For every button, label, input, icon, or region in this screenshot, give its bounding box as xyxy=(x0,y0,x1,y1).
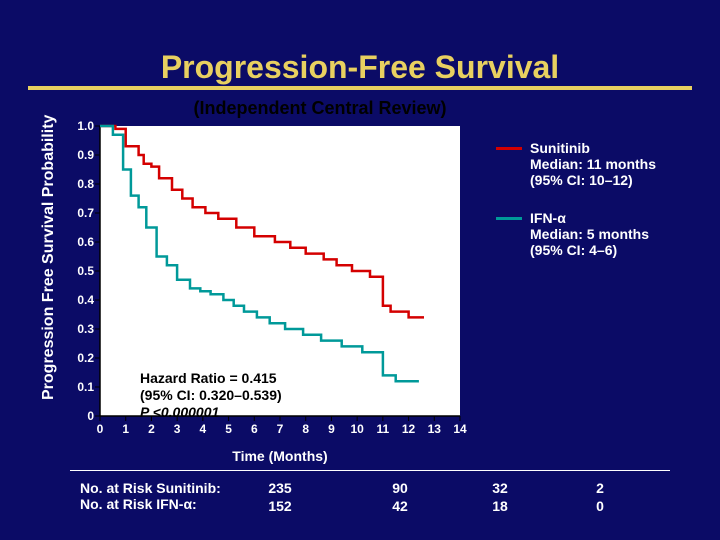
hr-line-1: Hazard Ratio = 0.415 xyxy=(140,370,282,387)
risk-value: 0 xyxy=(596,498,604,514)
y-tick-label: 0.1 xyxy=(64,380,94,394)
y-tick-label: 0.4 xyxy=(64,293,94,307)
x-tick-label: 6 xyxy=(251,422,258,436)
risk-value: 2 xyxy=(596,480,604,496)
legend-ifn: IFN-α Median: 5 months (95% CI: 4–6) xyxy=(530,210,649,258)
legend-line: Sunitinib xyxy=(530,140,656,156)
legend-sunitinib: Sunitinib Median: 11 months (95% CI: 10–… xyxy=(530,140,656,188)
y-tick-label: 0.3 xyxy=(64,322,94,336)
x-tick-label: 9 xyxy=(328,422,335,436)
risk-value: 152 xyxy=(268,498,291,514)
legend-swatch-sunitinib xyxy=(496,147,522,150)
x-tick-label: 14 xyxy=(453,422,466,436)
legend-line: (95% CI: 4–6) xyxy=(530,242,649,258)
x-axis-label: Time (Months) xyxy=(232,448,327,464)
risk-value: 42 xyxy=(392,498,408,514)
risk-label-ifn: No. at Risk IFN-α: xyxy=(80,496,221,512)
y-tick-label: 0.6 xyxy=(64,235,94,249)
x-tick-label: 1 xyxy=(122,422,129,436)
x-tick-label: 0 xyxy=(97,422,104,436)
legend-swatch-ifn xyxy=(496,217,522,220)
y-tick-label: 0.2 xyxy=(64,351,94,365)
x-tick-label: 11 xyxy=(377,422,390,436)
x-tick-label: 7 xyxy=(277,422,284,436)
legend-line: Median: 11 months xyxy=(530,156,656,172)
risk-value: 235 xyxy=(268,480,291,496)
risk-value: 90 xyxy=(392,480,408,496)
y-tick-label: 1.0 xyxy=(64,119,94,133)
hr-line-3: P <0.000001 xyxy=(140,404,282,421)
risk-label-sunitinib: No. at Risk Sunitinib: xyxy=(80,480,221,496)
y-tick-label: 0.8 xyxy=(64,177,94,191)
x-tick-label: 4 xyxy=(200,422,207,436)
risk-value: 18 xyxy=(492,498,508,514)
legend-line: Median: 5 months xyxy=(530,226,649,242)
legend-line: IFN-α xyxy=(530,210,649,226)
x-tick-label: 3 xyxy=(174,422,181,436)
risk-labels: No. at Risk Sunitinib: No. at Risk IFN-α… xyxy=(80,480,221,512)
y-tick-label: 0.7 xyxy=(64,206,94,220)
survival-chart xyxy=(0,0,720,540)
y-tick-label: 0.5 xyxy=(64,264,94,278)
y-tick-label: 0.9 xyxy=(64,148,94,162)
y-tick-label: 0 xyxy=(64,409,94,423)
legend-line: (95% CI: 10–12) xyxy=(530,172,656,188)
risk-table-rule xyxy=(70,470,670,471)
x-tick-label: 13 xyxy=(428,422,441,436)
risk-value: 32 xyxy=(492,480,508,496)
x-tick-label: 2 xyxy=(148,422,155,436)
hr-line-2: (95% CI: 0.320–0.539) xyxy=(140,387,282,404)
hazard-ratio-box: Hazard Ratio = 0.415 (95% CI: 0.320–0.53… xyxy=(140,370,282,420)
x-tick-label: 8 xyxy=(302,422,309,436)
x-tick-label: 10 xyxy=(350,422,363,436)
y-axis-label: Progression Free Survival Probability xyxy=(40,115,58,400)
slide-root: Progression-Free Survival (Independent C… xyxy=(0,0,720,540)
x-tick-label: 5 xyxy=(225,422,232,436)
x-tick-label: 12 xyxy=(402,422,415,436)
